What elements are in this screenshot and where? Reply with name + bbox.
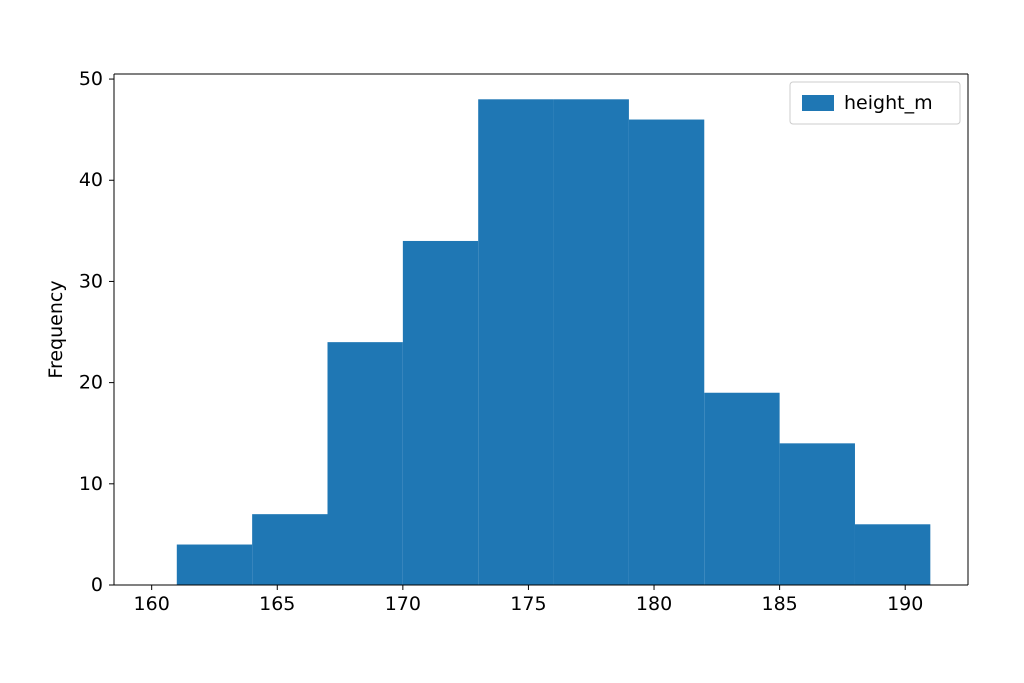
histogram-chart: 160 165 170 175 180 185 190 0 10 20 30 40 50 Frequenc… xyxy=(0,0,1024,683)
x-tick-label: 185 xyxy=(761,593,797,615)
x-tick-label: 180 xyxy=(636,593,672,615)
histogram-bar xyxy=(629,120,704,585)
x-tick-label: 175 xyxy=(510,593,546,615)
legend-swatch xyxy=(802,95,834,111)
y-tick-label: 10 xyxy=(79,473,103,495)
y-axis-label: Frequency xyxy=(45,280,67,378)
histogram-bar xyxy=(554,99,629,585)
x-tick-label: 170 xyxy=(385,593,421,615)
y-tick-label: 0 xyxy=(91,574,103,596)
legend-label: height_m xyxy=(844,92,933,114)
histogram-bar xyxy=(780,443,855,585)
chart-svg: 160 165 170 175 180 185 190 0 10 20 30 40 50 Frequenc… xyxy=(0,0,1024,683)
x-tick-label: 165 xyxy=(259,593,295,615)
y-tick-label: 20 xyxy=(79,372,103,394)
histogram-bar xyxy=(328,342,403,585)
histogram-bar xyxy=(704,393,779,585)
y-tick-label: 50 xyxy=(79,68,103,90)
histogram-bar xyxy=(855,524,930,585)
y-tick-label: 40 xyxy=(79,169,103,191)
histogram-bar xyxy=(403,241,478,585)
histogram-bar xyxy=(478,99,553,585)
histogram-bar xyxy=(252,514,327,585)
x-tick-label: 160 xyxy=(134,593,170,615)
y-tick-label: 30 xyxy=(79,270,103,292)
histogram-bar xyxy=(177,545,252,585)
x-tick-label: 190 xyxy=(887,593,923,615)
